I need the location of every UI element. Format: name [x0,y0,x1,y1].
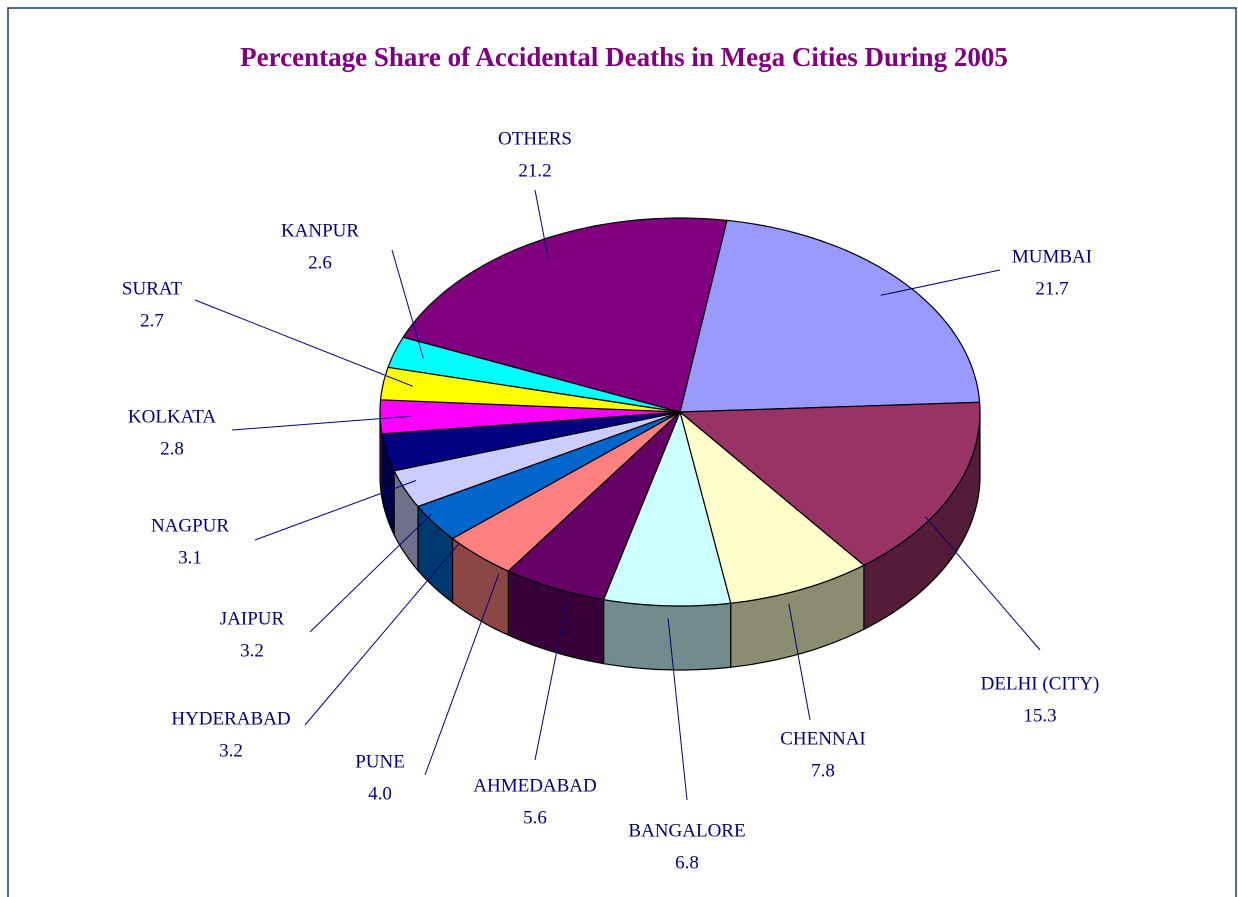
category-label: AHMEDABAD [473,775,597,796]
slice [678,410,865,604]
category-label: KOLKATA [128,406,216,427]
value-label: 3.2 [219,740,243,761]
leader-line [534,602,568,761]
leader-line [925,516,1041,651]
category-label: OTHERS [498,128,572,149]
leader-line [880,269,1001,296]
slice-side [603,598,732,671]
value-label: 15.3 [1023,705,1056,726]
leader-line [788,603,811,721]
value-label: 2.6 [308,252,332,273]
slice [451,411,681,572]
slice [387,336,681,413]
leader-line [391,249,424,359]
slice [379,399,681,435]
leader-line [231,415,411,431]
slice [381,411,681,472]
category-label: SURAT [122,278,183,299]
value-label: 3.2 [240,640,264,661]
category-label: CHENNAI [780,728,866,749]
value-label: 6.8 [675,852,699,873]
category-label: DELHI (CITY) [981,673,1100,694]
slice [602,410,732,607]
leader-line [304,543,459,726]
value-label: 2.8 [160,438,184,459]
value-label: 21.2 [518,160,551,181]
category-label: JAIPUR [220,608,285,629]
leader-line [534,189,549,260]
frame [7,7,1237,897]
slice [416,411,681,540]
chart-title: Percentage Share of Accidental Deaths in… [240,42,1008,72]
category-label: NAGPUR [151,515,229,536]
value-label: 7.8 [811,760,835,781]
value-label: 3.1 [178,547,202,568]
slice [507,411,681,601]
category-label: HYDERABAD [171,708,290,729]
slice [679,219,981,413]
value-label: 4.0 [368,783,392,804]
leader-line [309,512,433,633]
category-label: BANGALORE [628,820,745,841]
leader-line [424,573,500,776]
slice [393,411,681,508]
leader-line [194,299,414,387]
value-label: 5.6 [523,807,547,828]
slice [402,217,728,413]
value-label: 2.7 [140,310,164,331]
leader-line [254,480,417,541]
value-label: 21.7 [1035,278,1068,299]
leader-line [667,618,688,801]
category-label: PUNE [355,751,405,772]
slice [678,401,981,567]
category-label: MUMBAI [1012,246,1092,267]
category-label: KANPUR [281,220,359,241]
